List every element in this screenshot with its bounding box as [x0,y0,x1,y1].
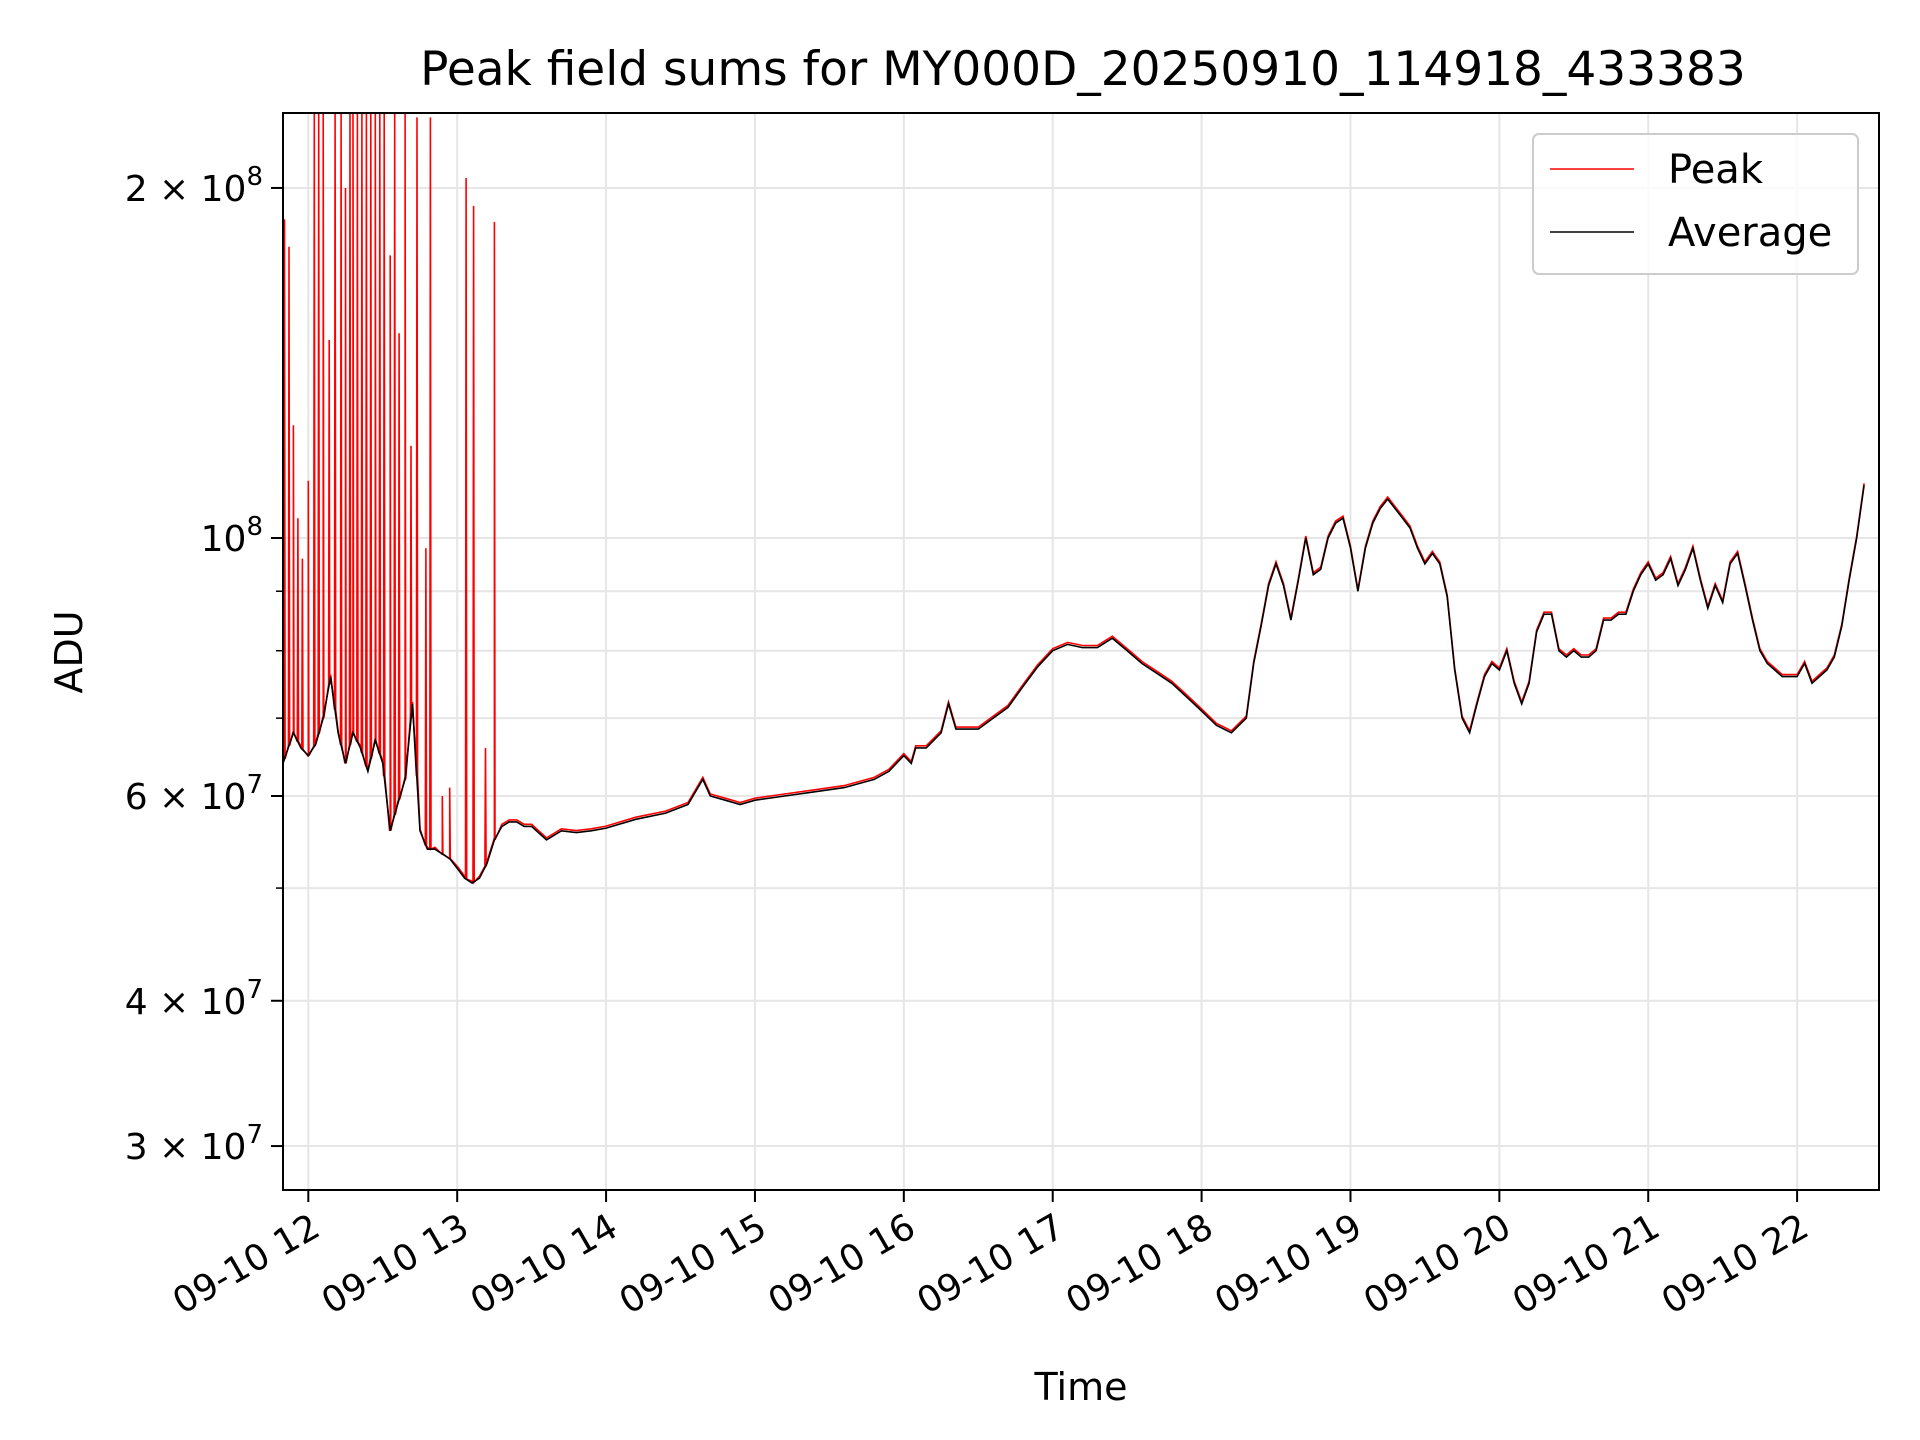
x-axis-label: Time [1034,1365,1128,1409]
chart-title: Peak field sums for MY000D_20250910_1149… [420,42,1746,97]
y-tick-label: 6 × 107 [125,770,263,818]
y-tick-label: 2 × 108 [125,162,263,210]
legend: Peak Average [1532,133,1859,275]
grid-lines [283,113,1879,1190]
legend-peak-label: Peak [1668,147,1764,193]
y-axis-label: ADU [47,610,91,693]
y-tick-label: 3 × 107 [125,1120,263,1168]
legend-average-label: Average [1668,210,1832,256]
y-tick-label: 108 [201,512,263,560]
y-tick-label: 4 × 107 [125,975,263,1023]
plot-area-frame [282,112,1880,1191]
series-line-average [283,485,1865,884]
plot-series [283,113,1865,885]
y-axis: 2 × 108 108 6 × 107 4 × 107 3 × 107 [125,162,283,1168]
